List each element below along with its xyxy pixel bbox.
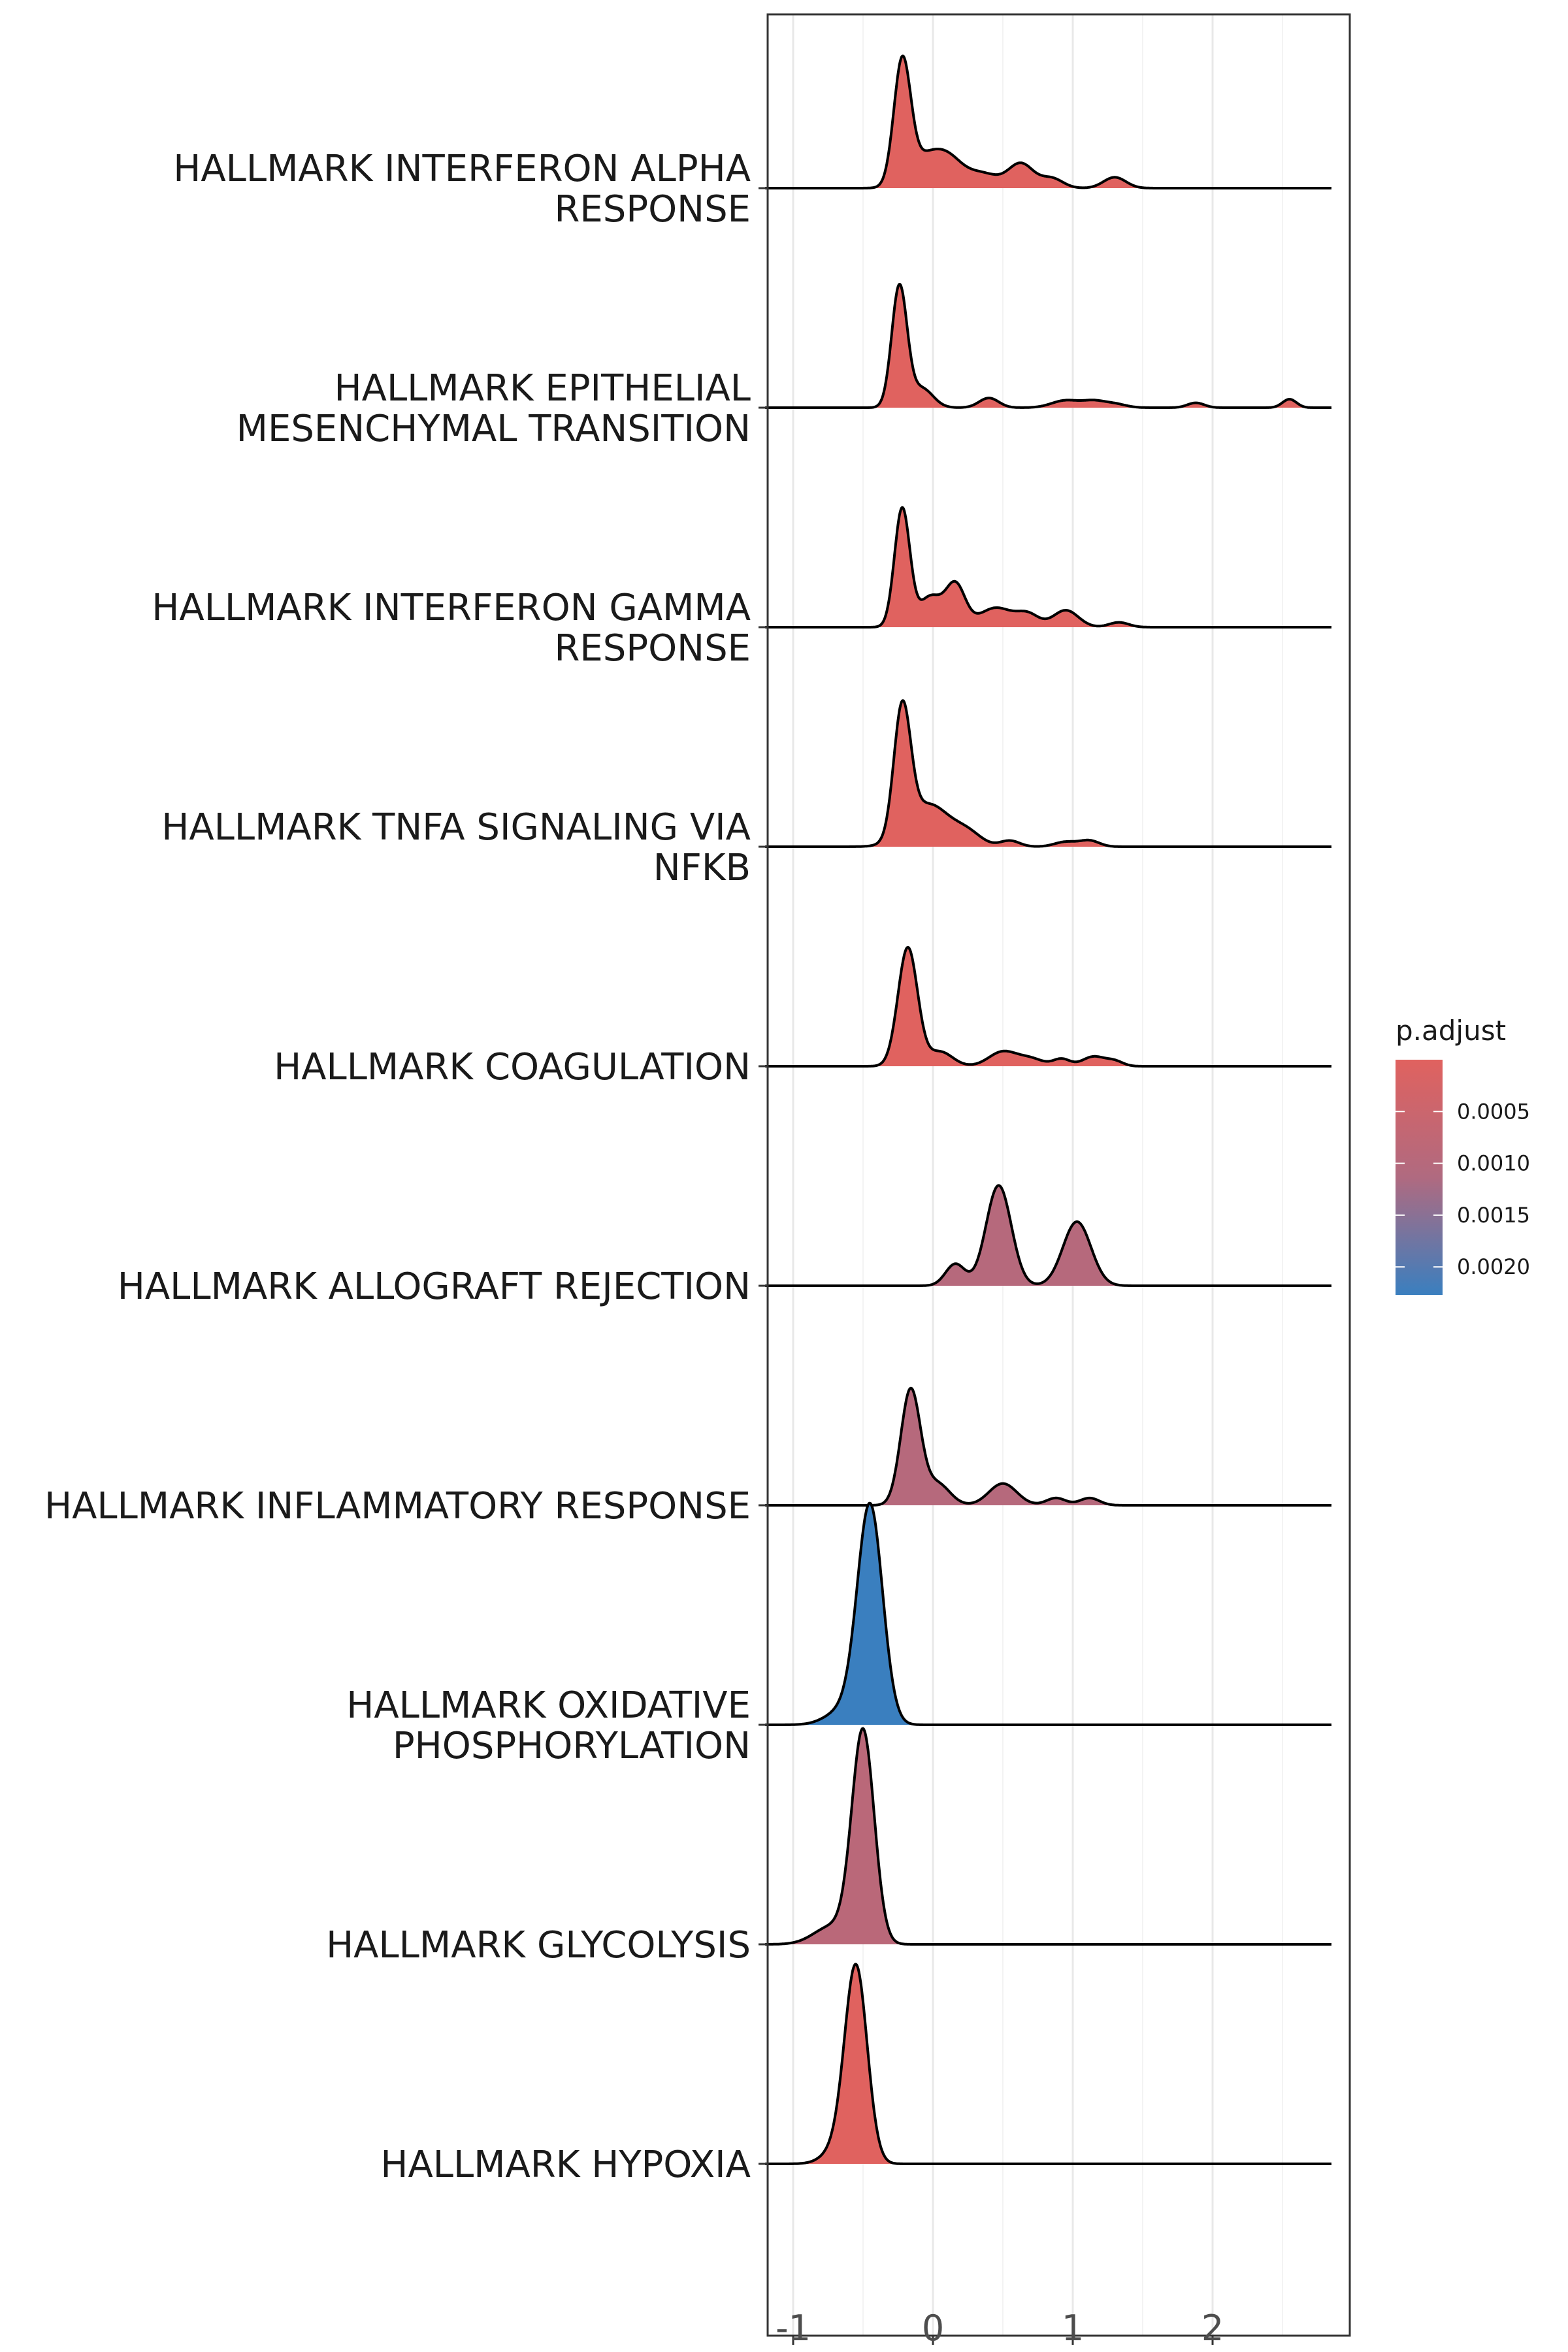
ridge-fill: [877, 507, 1140, 627]
legend-tick-label: 0.0010: [1457, 1151, 1530, 1176]
ridge-fill: [801, 1964, 895, 2164]
category-label: HALLMARK EPITHELIAL: [335, 367, 751, 410]
x-tick-label: 2: [1201, 2308, 1224, 2349]
ridge-fill: [874, 284, 1306, 408]
ridge-outline: [764, 1963, 1332, 2165]
category-label: HALLMARK INTERFERON GAMMA: [152, 587, 751, 629]
ridge-outline: [764, 699, 1332, 848]
category-label: RESPONSE: [554, 627, 751, 670]
legend-colorbar: [1396, 1060, 1443, 1295]
legend-tick-label: 0.0015: [1457, 1203, 1530, 1228]
category-label: MESENCHYMAL TRANSITION: [237, 408, 751, 450]
ridge-outline: [764, 1184, 1332, 1287]
density-ridges: [764, 54, 1332, 2165]
legend-tick-label: 0.0020: [1457, 1254, 1530, 1279]
ridge-fill: [866, 700, 1111, 847]
category-label: HALLMARK OXIDATIVE: [346, 1684, 751, 1727]
category-label: PHOSPHORYLATION: [393, 1725, 751, 1767]
category-label: RESPONSE: [554, 188, 751, 231]
category-label: HALLMARK HYPOXIA: [380, 2144, 751, 2186]
ridge-outline: [764, 283, 1332, 409]
ridge-fill: [878, 1388, 1112, 1505]
ridge-series: [764, 1963, 1332, 2165]
ridge-series: [764, 945, 1332, 1068]
ridge-outline: [764, 1501, 1332, 1726]
legend-title: p.adjust: [1396, 1015, 1506, 1047]
category-label: HALLMARK ALLOGRAFT REJECTION: [118, 1266, 751, 1308]
ridge-outline: [764, 1386, 1332, 1507]
category-label: HALLMARK COAGULATION: [274, 1046, 751, 1088]
category-label: HALLMARK TNFA SIGNALING VIA: [161, 806, 751, 849]
ridge-fill: [874, 56, 1142, 188]
y-axis: HALLMARK INTERFERON ALPHARESPONSEHALLMAR…: [44, 148, 768, 2186]
ridge-series: [764, 283, 1332, 409]
category-label: HALLMARK INTERFERON ALPHA: [173, 148, 751, 190]
color-legend: p.adjust 0.0005 0.0010 0.0015 0.0020: [1396, 1015, 1530, 1295]
ridge-fill: [928, 1185, 1120, 1286]
ridge-fill: [800, 1503, 913, 1725]
ridge-outline: [764, 1727, 1332, 1946]
ridge-series: [764, 1727, 1332, 1946]
category-label: HALLMARK INFLAMMATORY RESPONSE: [44, 1485, 751, 1527]
ridge-series: [764, 1501, 1332, 1726]
legend-tick-label: 0.0005: [1457, 1099, 1530, 1124]
x-tick-label: -1: [776, 2308, 811, 2349]
panel-frame: [766, 13, 1351, 2337]
ridge-series: [764, 506, 1332, 629]
ridge-outline: [764, 54, 1332, 189]
x-tick-label: 0: [922, 2308, 944, 2349]
category-label: HALLMARK GLYCOLYSIS: [326, 1924, 751, 1967]
ridge-series: [764, 1386, 1332, 1507]
x-tick-label: 1: [1062, 2308, 1084, 2349]
ridge-fill: [875, 947, 1133, 1066]
ridge-series: [764, 54, 1332, 189]
panel-border: [766, 13, 1351, 2337]
legend-ticks: 0.0005 0.0010 0.0015 0.0020: [1396, 1099, 1530, 1279]
ridge-outline: [764, 506, 1332, 629]
x-axis: -1 0 1 2: [776, 2308, 1224, 2349]
ridge-series: [764, 699, 1332, 848]
ridge-outline: [764, 945, 1332, 1068]
ridge-series: [764, 1184, 1332, 1287]
ridge-fill: [783, 1728, 902, 1944]
category-label: NFKB: [653, 847, 751, 889]
